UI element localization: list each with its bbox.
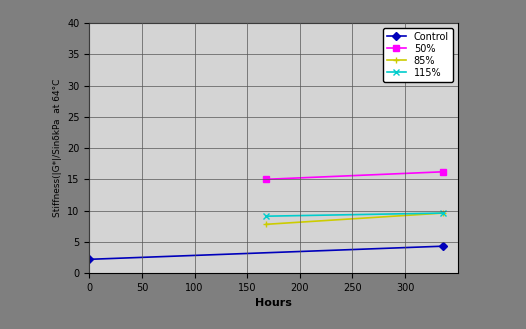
Line: 85%: 85% [262,210,447,228]
Y-axis label: Stiffness(|G*|/SinδkPa  at 64°C: Stiffness(|G*|/SinδkPa at 64°C [53,79,62,217]
Legend: Control, 50%, 85%, 115%: Control, 50%, 85%, 115% [382,28,453,82]
85% [440,211,446,215]
50% [440,170,446,174]
85% [263,222,269,226]
115% [263,214,269,218]
115% [440,211,446,215]
Line: 115%: 115% [262,210,447,220]
50% [263,177,269,181]
X-axis label: Hours: Hours [255,298,292,308]
Line: 50%: 50% [264,169,446,182]
